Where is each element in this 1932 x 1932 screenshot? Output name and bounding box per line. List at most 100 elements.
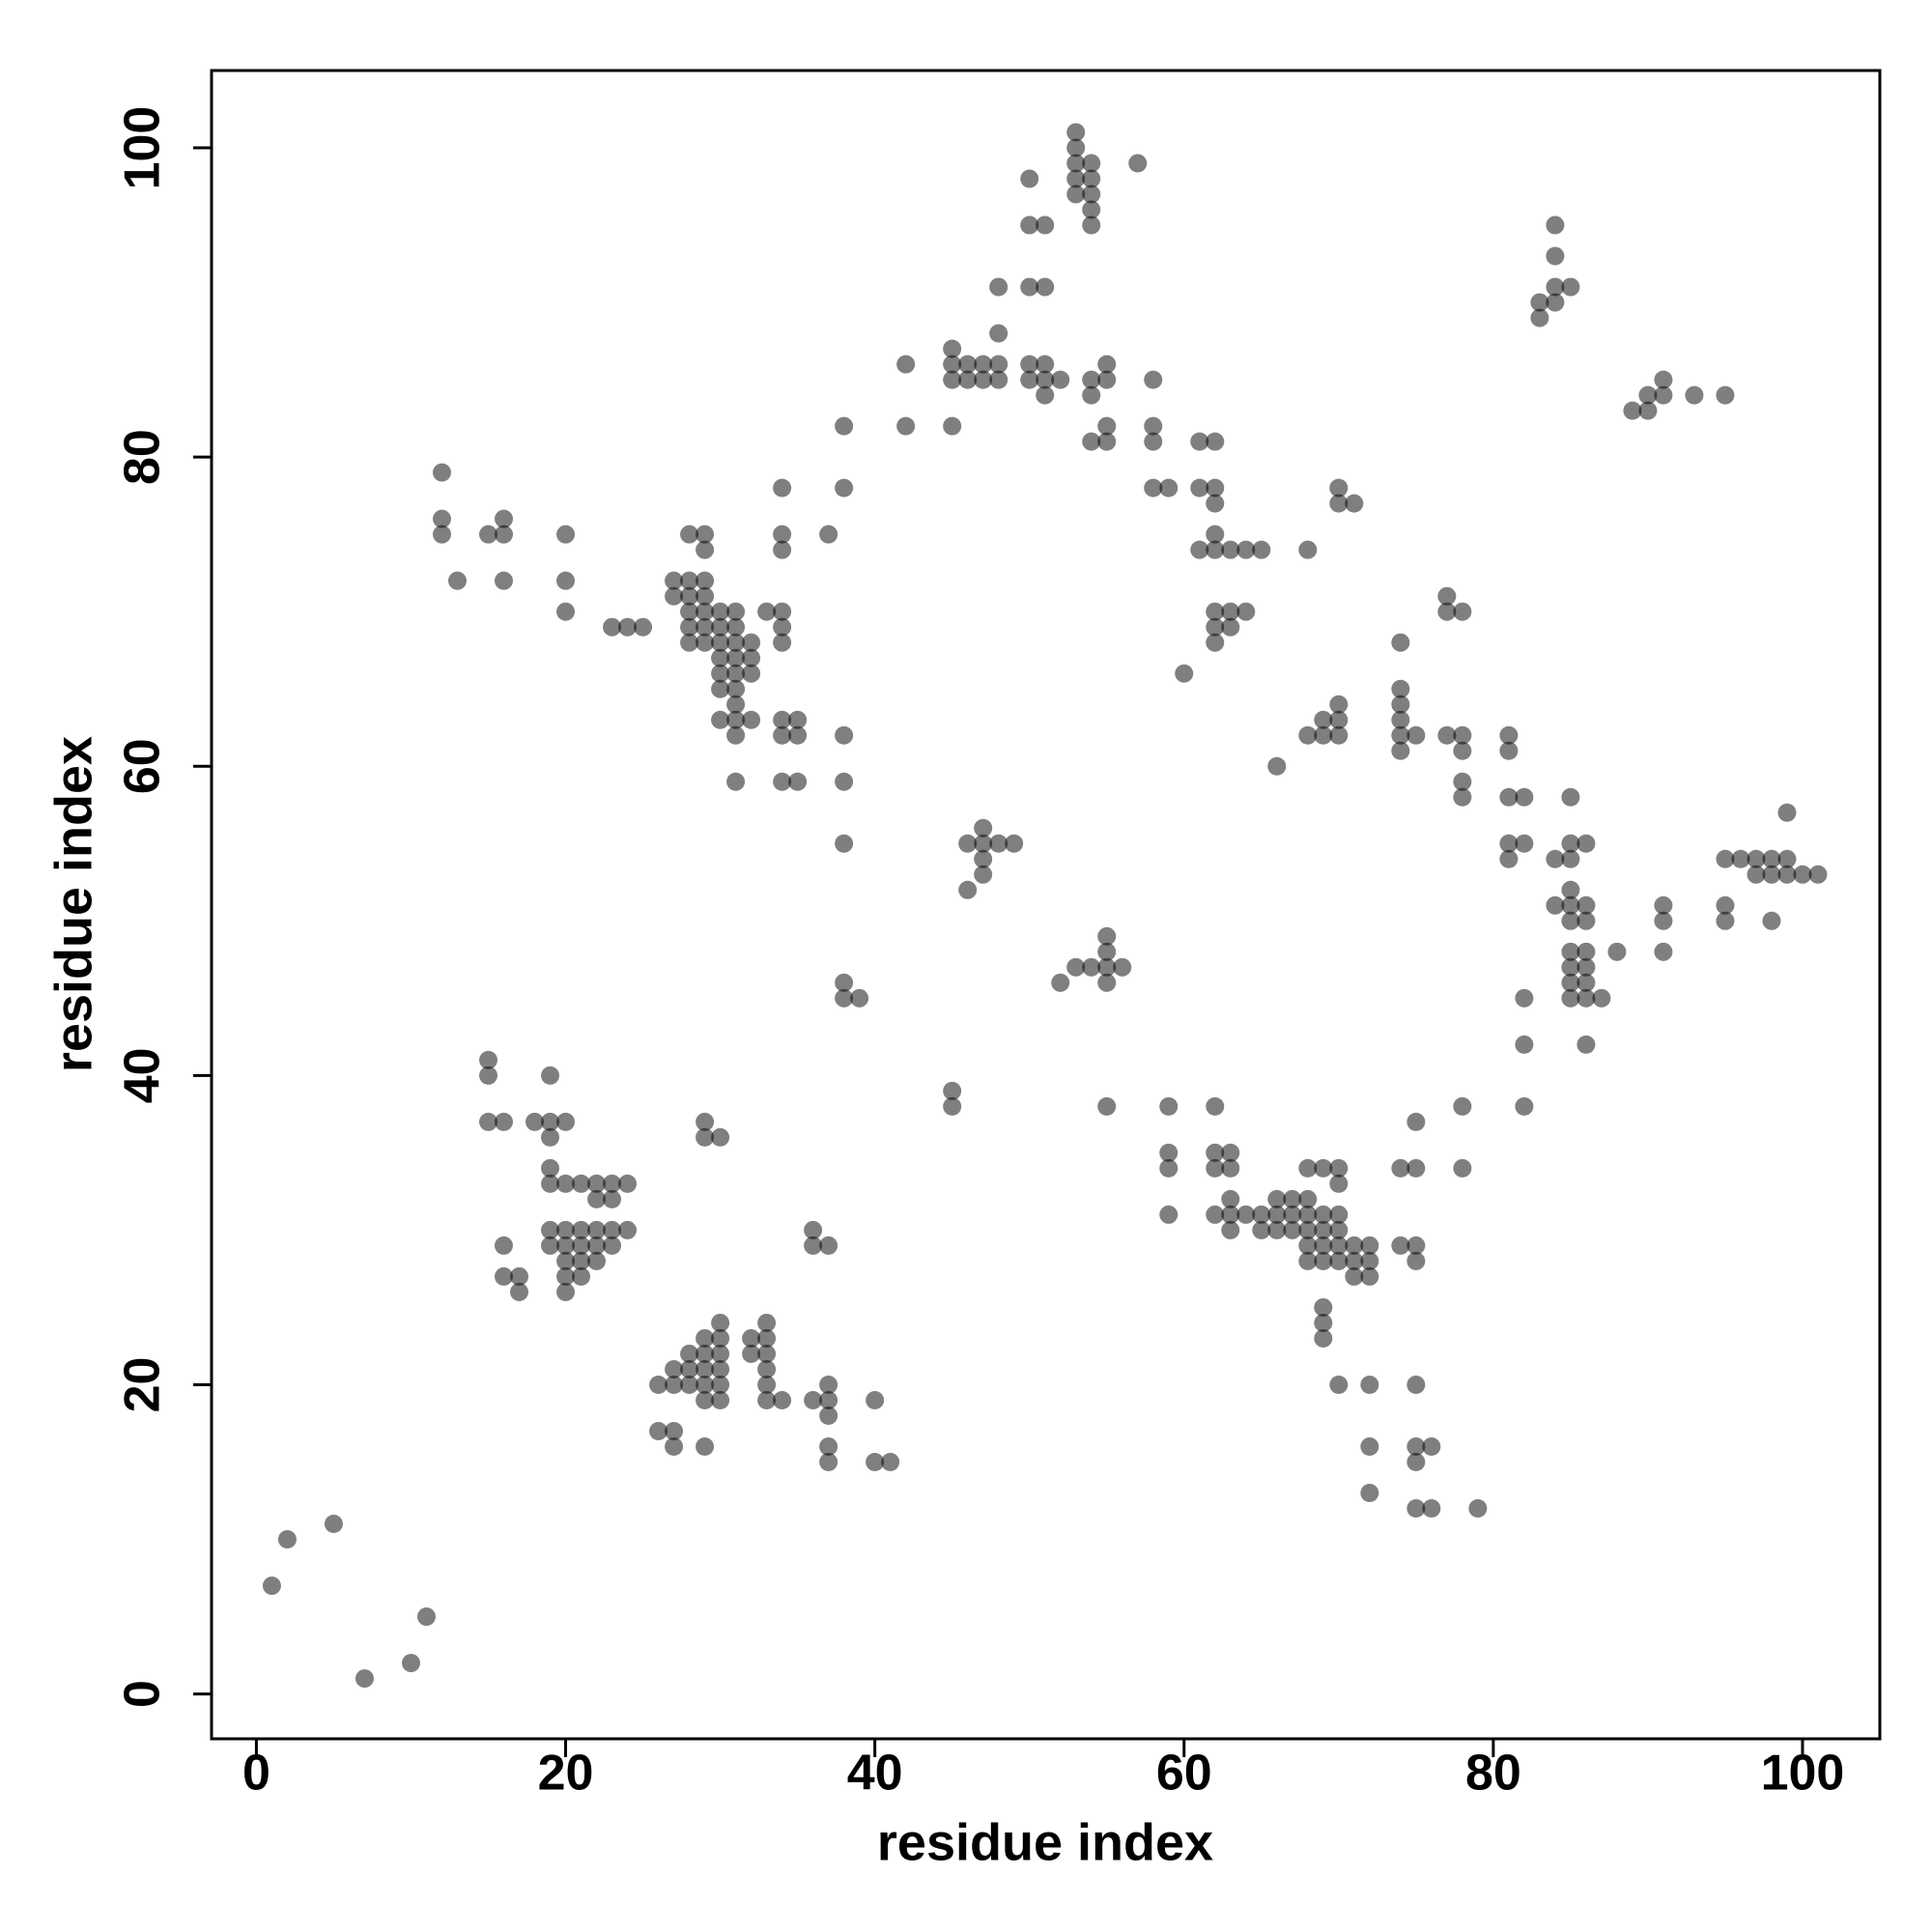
- point: [866, 1390, 885, 1409]
- point: [1082, 385, 1101, 405]
- point: [1391, 725, 1410, 745]
- point: [989, 324, 1009, 343]
- point: [773, 772, 792, 791]
- point: [1360, 1266, 1379, 1286]
- point: [1314, 1297, 1333, 1317]
- point: [618, 617, 638, 637]
- point: [510, 1266, 529, 1286]
- point: [1577, 911, 1596, 930]
- point: [804, 1236, 823, 1255]
- point: [1515, 1035, 1534, 1054]
- point: [1097, 957, 1117, 977]
- point: [1236, 602, 1256, 621]
- point: [866, 1453, 885, 1472]
- point: [1283, 1220, 1302, 1239]
- point: [696, 633, 715, 652]
- point: [1546, 849, 1565, 868]
- point: [556, 1266, 576, 1286]
- point: [742, 1328, 761, 1348]
- point: [1577, 1035, 1596, 1054]
- point: [1082, 215, 1101, 235]
- point: [1453, 725, 1472, 745]
- point: [572, 1174, 591, 1193]
- point: [1206, 494, 1225, 513]
- point: [1221, 1143, 1240, 1162]
- point: [742, 633, 761, 652]
- point: [788, 772, 808, 791]
- point: [1468, 1499, 1488, 1519]
- point: [1066, 185, 1086, 204]
- point: [1298, 1220, 1318, 1239]
- point: [1654, 942, 1673, 961]
- point: [1406, 1499, 1426, 1519]
- point: [1036, 385, 1055, 405]
- point: [1190, 432, 1209, 451]
- point: [1206, 525, 1225, 544]
- point: [1577, 988, 1596, 1008]
- point: [1422, 1499, 1441, 1519]
- point: [1314, 1220, 1333, 1239]
- point: [556, 1112, 576, 1131]
- x-axis-title: residue index: [877, 1813, 1213, 1871]
- point: [665, 571, 684, 590]
- point: [1406, 1158, 1426, 1178]
- point: [850, 988, 869, 1008]
- point: [974, 818, 993, 838]
- point: [1082, 185, 1101, 204]
- point: [788, 710, 808, 729]
- point: [1267, 756, 1287, 776]
- point: [1144, 416, 1163, 436]
- point: [819, 1375, 838, 1394]
- point: [1206, 540, 1225, 559]
- point: [1329, 1236, 1349, 1255]
- point: [958, 880, 978, 899]
- point: [1206, 1205, 1225, 1224]
- point: [1638, 401, 1658, 420]
- point: [1561, 787, 1580, 807]
- point: [1329, 1220, 1349, 1239]
- point: [1252, 1205, 1271, 1224]
- point: [526, 1112, 545, 1131]
- point: [1747, 865, 1766, 884]
- point: [711, 1328, 730, 1348]
- point: [726, 617, 746, 637]
- point: [1515, 787, 1534, 807]
- point: [277, 1530, 297, 1549]
- point: [726, 710, 746, 729]
- point: [1036, 370, 1055, 389]
- point: [696, 525, 715, 544]
- point: [788, 725, 808, 745]
- point: [262, 1577, 281, 1596]
- point: [1128, 154, 1148, 173]
- point: [680, 617, 699, 637]
- point: [1546, 246, 1565, 266]
- x-tick-label: 60: [1156, 1746, 1212, 1802]
- point: [680, 586, 699, 606]
- point: [819, 525, 838, 544]
- point: [1345, 1251, 1364, 1270]
- point: [1406, 1236, 1426, 1255]
- point: [1314, 1158, 1333, 1178]
- point: [1267, 1205, 1287, 1224]
- point: [495, 525, 514, 544]
- point: [711, 602, 730, 621]
- point: [958, 834, 978, 853]
- point: [680, 1375, 699, 1394]
- point: [541, 1220, 560, 1239]
- point: [1097, 1096, 1117, 1116]
- point: [757, 1375, 777, 1394]
- point: [680, 571, 699, 590]
- point: [587, 1251, 607, 1270]
- point: [618, 1174, 638, 1193]
- point: [556, 1251, 576, 1270]
- point: [1406, 1251, 1426, 1270]
- point: [1546, 215, 1565, 235]
- point: [711, 664, 730, 683]
- plot-frame: [210, 69, 1882, 1741]
- point: [1607, 942, 1627, 961]
- point: [1499, 725, 1519, 745]
- point: [1221, 1189, 1240, 1208]
- point: [541, 1236, 560, 1255]
- point: [1221, 1220, 1240, 1239]
- point: [1360, 1436, 1379, 1456]
